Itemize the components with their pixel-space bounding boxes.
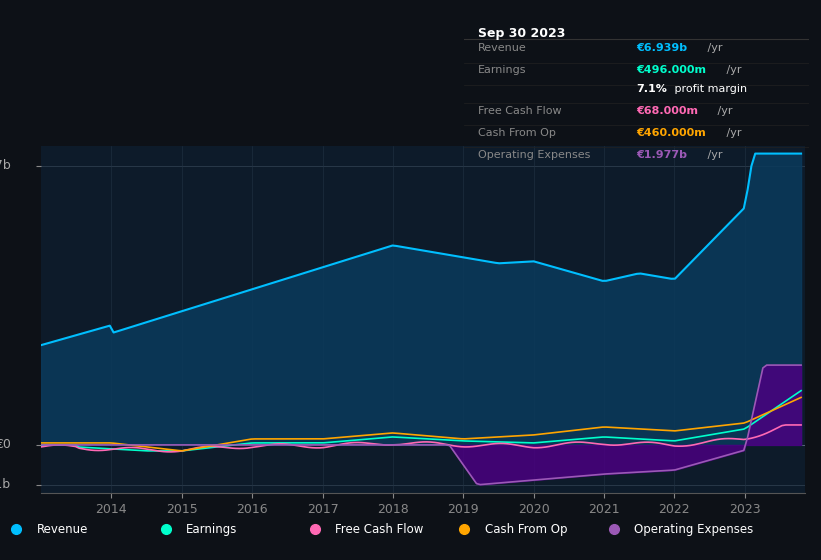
Text: profit margin: profit margin xyxy=(671,84,747,94)
Text: Cash From Op: Cash From Op xyxy=(484,522,567,536)
Text: Revenue: Revenue xyxy=(478,44,526,54)
Text: €1.977b: €1.977b xyxy=(636,150,687,160)
Text: Earnings: Earnings xyxy=(478,66,526,76)
Text: Free Cash Flow: Free Cash Flow xyxy=(478,106,562,116)
Text: Sep 30 2023: Sep 30 2023 xyxy=(478,26,565,40)
Text: €68.000m: €68.000m xyxy=(636,106,699,116)
Text: Free Cash Flow: Free Cash Flow xyxy=(336,522,424,536)
Text: €460.000m: €460.000m xyxy=(636,128,706,138)
Text: €0: €0 xyxy=(0,438,11,451)
Text: €7b: €7b xyxy=(0,159,11,172)
Text: Operating Expenses: Operating Expenses xyxy=(634,522,754,536)
Text: /yr: /yr xyxy=(723,128,741,138)
Text: Revenue: Revenue xyxy=(37,522,89,536)
Text: Operating Expenses: Operating Expenses xyxy=(478,150,590,160)
Text: /yr: /yr xyxy=(704,44,722,54)
Text: -€1b: -€1b xyxy=(0,478,11,491)
Text: Earnings: Earnings xyxy=(186,522,237,536)
Text: €496.000m: €496.000m xyxy=(636,66,706,76)
Text: Cash From Op: Cash From Op xyxy=(478,128,556,138)
Text: €6.939b: €6.939b xyxy=(636,44,687,54)
Text: /yr: /yr xyxy=(713,106,732,116)
Text: /yr: /yr xyxy=(704,150,722,160)
Text: /yr: /yr xyxy=(723,66,741,76)
Text: 7.1%: 7.1% xyxy=(636,84,667,94)
